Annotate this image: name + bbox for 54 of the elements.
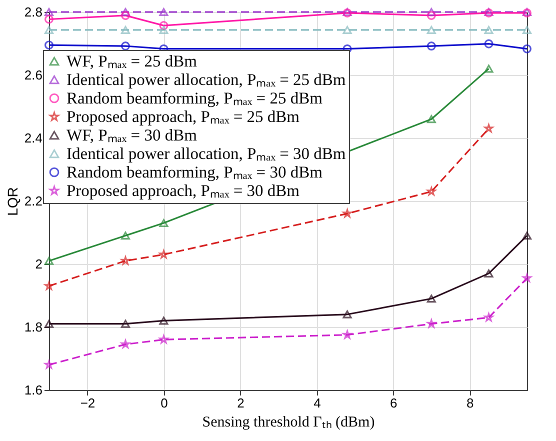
x-axis-title: Sensing threshold Γₜₕ (dBm) [202, 414, 375, 430]
x-tick-label: 4 [314, 396, 321, 410]
point [426, 26, 436, 34]
point [522, 232, 532, 240]
point [522, 44, 532, 54]
legend-label: Proposed approach, Pₘₐₓ = 30 dBm [66, 180, 300, 200]
point [44, 14, 54, 24]
point [522, 26, 532, 34]
point [159, 316, 168, 325]
point [44, 26, 54, 34]
point [484, 39, 494, 48]
x-tick-label: 8 [466, 396, 474, 410]
point [426, 42, 436, 51]
x-tick-label: 0 [160, 396, 168, 410]
point [426, 115, 436, 124]
point [484, 26, 494, 34]
point [44, 320, 54, 328]
point [44, 256, 54, 265]
y-tick-label: 2.6 [24, 68, 42, 82]
legend-label: Random beamforming, Pₘₐₓ = 25 dBm [66, 88, 323, 108]
y-tick-label: 2.4 [24, 130, 42, 146]
point [342, 26, 352, 34]
point [159, 219, 168, 228]
point [426, 10, 436, 20]
point [120, 42, 130, 51]
x-tick-label: 6 [390, 396, 398, 410]
y-tick-label: 1.6 [24, 382, 42, 398]
legend-label: WF, Pₘₐₓ = 30 dBm [66, 125, 198, 144]
legend-label: WF, Pₘₐₓ = 25 dBm [66, 51, 198, 70]
point [426, 294, 436, 303]
legend-label: Random beamforming, Pₘₐₓ = 30 dBm [66, 162, 323, 182]
point [484, 64, 494, 73]
point [44, 40, 54, 50]
point [120, 10, 130, 20]
x-tick-label: −2 [80, 396, 96, 410]
point [120, 26, 130, 34]
legend-label: Identical power allocation, Pₘₐₓ = 30 dBm [66, 144, 346, 163]
point [159, 21, 168, 30]
y-axis-title: LQR [4, 187, 20, 216]
point [120, 8, 130, 16]
y-tick-label: 1.8 [24, 320, 42, 334]
legend-label: Identical power allocation, Pₘₐₓ = 25 dBm [66, 70, 346, 89]
y-tick-label: 2.8 [24, 4, 42, 20]
point [120, 232, 130, 240]
point [159, 8, 168, 16]
x-tick-label: 2 [237, 396, 244, 410]
point [484, 269, 494, 278]
y-tick-label: 2.2 [24, 194, 42, 208]
point [159, 26, 168, 34]
point [342, 310, 352, 318]
point [426, 8, 436, 16]
point [120, 320, 130, 328]
y-tick-label: 2 [35, 256, 42, 272]
legend-label: Proposed approach, Pₘₐₓ = 25 dBm [66, 106, 300, 126]
